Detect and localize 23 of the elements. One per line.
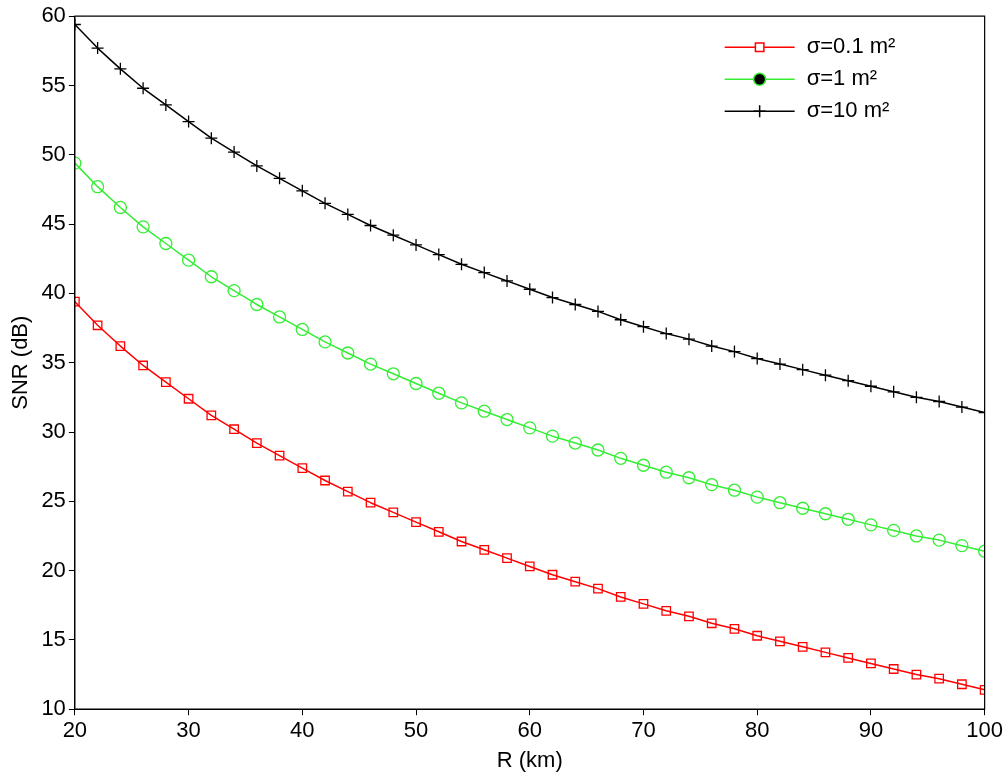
y-tick-label: 55 xyxy=(41,71,66,97)
y-tick-label: 40 xyxy=(41,279,66,305)
y-tick-label: 60 xyxy=(41,2,66,28)
legend-label: σ=10 m² xyxy=(806,97,890,123)
legend-label: σ=0.1 m² xyxy=(806,33,896,59)
y-axis-title: SNR (dB) xyxy=(7,315,33,410)
x-tick-label: 60 xyxy=(517,717,542,743)
x-tick-label: 30 xyxy=(176,717,201,743)
y-tick-label: 50 xyxy=(41,140,66,166)
x-tick-label: 80 xyxy=(744,717,770,743)
x-axis-title: R (km) xyxy=(496,746,563,772)
x-tick-label: 40 xyxy=(290,717,315,743)
y-tick-label: 20 xyxy=(41,556,66,582)
x-tick-label: 100 xyxy=(966,717,1004,743)
x-tick-label: 50 xyxy=(403,717,429,743)
y-tick-label: 35 xyxy=(41,348,66,374)
x-tick-label: 90 xyxy=(858,717,884,743)
x-tick-label: 70 xyxy=(631,717,656,743)
y-tick-label: 30 xyxy=(41,418,66,444)
y-tick-label: 45 xyxy=(41,210,66,236)
legend-label: σ=1 m² xyxy=(806,65,878,91)
y-tick-label: 25 xyxy=(41,487,66,513)
y-tick-label: 15 xyxy=(41,625,66,651)
